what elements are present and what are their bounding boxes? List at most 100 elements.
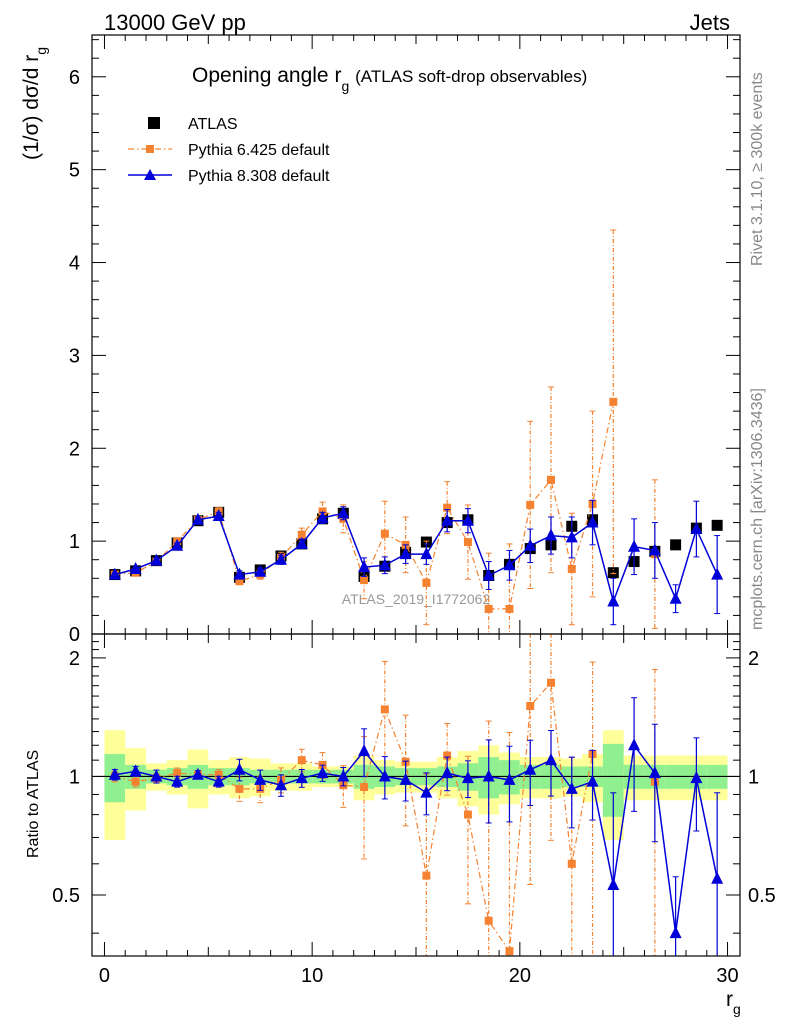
pythia8-point bbox=[150, 553, 163, 566]
y-axis-label: (1/σ) dσ/d rg bbox=[20, 47, 49, 160]
pythia8-ratio-point bbox=[150, 769, 163, 782]
pythia8-point bbox=[191, 512, 204, 525]
pythia8-ratio-point bbox=[316, 766, 329, 779]
y-tick-label: 5 bbox=[69, 160, 80, 182]
ratio-y-tick-label-right: 1 bbox=[748, 766, 759, 788]
pythia8-point bbox=[503, 558, 516, 571]
pythia6-point bbox=[235, 577, 244, 586]
svg-text:(1/σ) dσ/d rg: (1/σ) dσ/d rg bbox=[20, 47, 49, 160]
mcplots-label: mcplots.cern.ch [arXiv:1306.3436] bbox=[749, 388, 766, 630]
pythia6-ratio-point bbox=[547, 678, 555, 687]
legend-marker-atlas bbox=[148, 117, 160, 129]
pythia8-ratio-point bbox=[565, 781, 578, 794]
legend-label-pythia6: Pythia 6.425 default bbox=[188, 142, 330, 159]
header-right-label: Jets bbox=[690, 10, 730, 35]
chart-title-text: Opening angle bbox=[192, 64, 329, 87]
pythia6-point bbox=[547, 475, 555, 484]
pythia6-ratio-point bbox=[422, 871, 431, 880]
pythia8-ratio-point bbox=[399, 772, 412, 785]
pythia8-point bbox=[420, 547, 433, 560]
pythia8-ratio-line bbox=[114, 743, 718, 934]
pythia6-ratio-point bbox=[526, 701, 535, 710]
pythia6-ratio-point bbox=[235, 784, 244, 793]
pythia6-ratio-line bbox=[115, 683, 655, 952]
pythia6-ratio-point bbox=[484, 916, 493, 925]
pythia8-point bbox=[690, 522, 703, 535]
pythia6-point bbox=[567, 564, 576, 573]
pythia8-ratio-point bbox=[607, 878, 620, 891]
pythia8-ratio-point bbox=[420, 785, 433, 798]
pythia8-ratio-point bbox=[212, 774, 225, 787]
pythia6-ratio-point bbox=[505, 947, 514, 956]
pythia6-ratio-point bbox=[360, 783, 369, 792]
pythia8-point bbox=[565, 530, 578, 543]
pythia8-ratio-point bbox=[461, 771, 474, 784]
pythia8-ratio-point bbox=[378, 769, 391, 782]
y-tick-label: 2 bbox=[69, 438, 80, 460]
y-tick-label: 1 bbox=[69, 531, 80, 553]
ratio-y-tick-label-right: 0.5 bbox=[748, 885, 776, 907]
chart-title: Opening angle rg (ATLAS soft-drop observ… bbox=[192, 64, 587, 96]
pythia8-ratio-point bbox=[358, 744, 371, 757]
pythia8-point bbox=[129, 561, 142, 574]
ratio-band-green bbox=[602, 743, 624, 817]
pythia8-ratio-point bbox=[254, 772, 267, 785]
pythia8-line bbox=[114, 512, 718, 604]
pythia8-ratio-point bbox=[337, 769, 350, 782]
pythia6-ratio-point bbox=[463, 810, 472, 819]
y-tick-label: 4 bbox=[69, 253, 80, 275]
y-axis-label-subscript: g bbox=[33, 47, 49, 55]
pythia8-point bbox=[461, 513, 474, 526]
x-tick-label: 20 bbox=[509, 965, 531, 987]
y-tick-label: 3 bbox=[69, 345, 80, 367]
pythia8-ratio-point bbox=[648, 766, 661, 779]
pythia6-line bbox=[115, 402, 655, 609]
pythia6-point bbox=[380, 529, 389, 538]
pythia6-point bbox=[526, 500, 535, 509]
pythia8-point bbox=[212, 509, 225, 522]
pythia8-point bbox=[669, 591, 682, 604]
watermark-label: ATLAS_2019_I1772062 bbox=[342, 591, 491, 607]
pythia6-point bbox=[505, 604, 514, 613]
pythia8-point bbox=[607, 594, 620, 607]
main-plot-layer bbox=[108, 229, 724, 635]
pythia6-point bbox=[443, 503, 452, 512]
pythia8-ratio-point bbox=[191, 767, 204, 780]
pythia8-ratio-point bbox=[545, 753, 557, 766]
pythia8-point bbox=[295, 536, 308, 549]
x-axis-label: rg bbox=[726, 988, 741, 1017]
pythia8-point bbox=[545, 528, 557, 541]
ratio-axis-label: Ratio to ATLAS bbox=[25, 750, 42, 858]
pythia8-ratio-point bbox=[129, 764, 142, 777]
pythia8-ratio-point bbox=[503, 772, 516, 785]
pythia6-ratio-point bbox=[297, 756, 306, 765]
pythia8-point bbox=[233, 567, 246, 580]
x-tick-label: 10 bbox=[301, 965, 323, 987]
y-axis-label-text: (1/σ) dσ/d r bbox=[20, 55, 43, 160]
ratio-plot-layer bbox=[92, 633, 740, 957]
pythia8-ratio-point bbox=[711, 871, 724, 884]
pythia6-ratio-point bbox=[380, 705, 389, 714]
y-tick-label: 6 bbox=[69, 67, 80, 89]
pythia6-point bbox=[484, 604, 493, 613]
atlas-point bbox=[711, 519, 723, 531]
x-axis-label-subscript: g bbox=[733, 1001, 741, 1017]
pythia8-point bbox=[482, 568, 495, 581]
pythia8-ratio-point bbox=[482, 769, 495, 782]
axes-layer: 0 10 20 30 0 1 2 3 4 5 6 0.5 0.5 1 1 2 2 bbox=[52, 34, 776, 987]
legend-marker-pythia6 bbox=[146, 145, 154, 153]
chart-title-subscript: g bbox=[341, 78, 349, 94]
pythia8-ratio-point bbox=[275, 778, 287, 791]
chart-title-symbol: r bbox=[334, 64, 341, 87]
pythia8-point bbox=[524, 538, 537, 551]
pythia6-point bbox=[360, 576, 369, 585]
y-tick-label: 0 bbox=[69, 624, 80, 646]
pythia8-point bbox=[648, 543, 661, 556]
atlas-point bbox=[670, 539, 682, 551]
header-left-label: 13000 GeV pp bbox=[104, 10, 246, 35]
chart-title-suffix: (ATLAS soft-drop observables) bbox=[355, 67, 587, 86]
pythia8-point bbox=[254, 564, 267, 577]
pythia8-ratio-point bbox=[690, 771, 703, 784]
ratio-y-tick-label-left: 2 bbox=[69, 648, 80, 670]
